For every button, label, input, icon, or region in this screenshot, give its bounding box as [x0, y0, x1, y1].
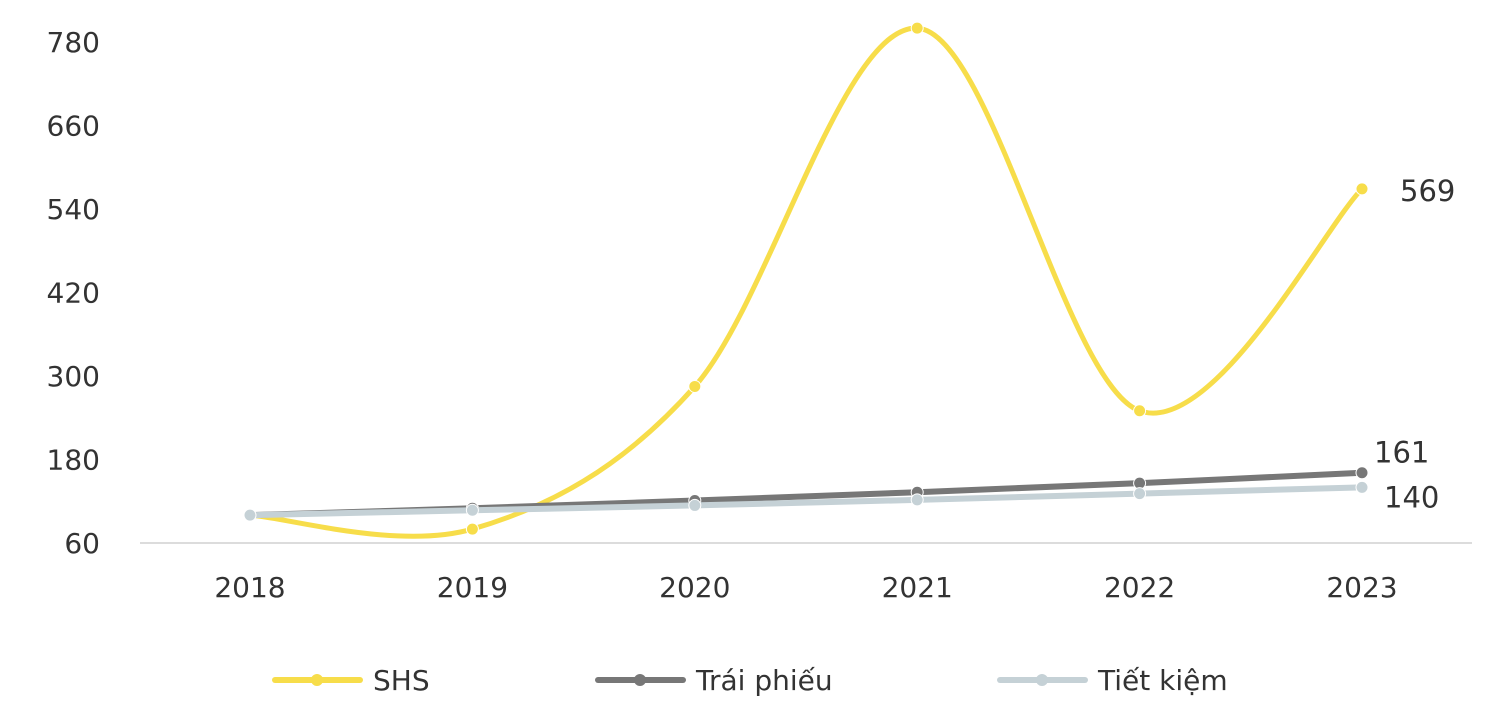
legend-marker-trai-phieu — [634, 674, 646, 686]
data-point-shs — [910, 21, 924, 35]
data-point-trai-phieu — [1355, 466, 1369, 480]
series-line-shs — [247, 25, 1365, 539]
data-point-shs — [688, 379, 702, 393]
x-tick-label: 2022 — [1104, 571, 1175, 604]
y-tick-label: 180 — [47, 444, 100, 477]
x-tick-label: 2021 — [882, 571, 953, 604]
data-point-tiet-kiem — [243, 508, 257, 522]
y-tick-label: 420 — [47, 277, 100, 310]
data-label-trai-phieu: 161 — [1374, 436, 1429, 470]
legend-label-shs: SHS — [373, 664, 430, 697]
y-tick-label: 780 — [47, 26, 100, 59]
y-tick-label: 300 — [47, 360, 100, 393]
plot-area — [243, 21, 1369, 539]
data-labels: 569 161 140 — [1374, 174, 1455, 514]
data-point-tiet-kiem — [910, 493, 924, 507]
data-point-shs — [1355, 182, 1369, 196]
series-line-tiet-kiem — [247, 484, 1365, 519]
y-axis: 60 180 300 420 540 660 780 — [47, 26, 100, 560]
data-point-tiet-kiem — [1355, 480, 1369, 494]
legend-item-shs: SHS — [272, 664, 430, 697]
legend: SHS Trái phiếu Tiết kiệm — [272, 664, 1228, 697]
data-point-tiet-kiem — [465, 503, 479, 517]
data-point-tiet-kiem — [1133, 487, 1147, 501]
legend-item-trai-phieu: Trái phiếu — [595, 664, 833, 697]
legend-marker-shs — [311, 674, 323, 686]
x-axis: 2018 2019 2020 2021 2022 2023 — [140, 542, 1472, 604]
y-tick-label: 540 — [47, 193, 100, 226]
data-point-tiet-kiem — [688, 498, 702, 512]
x-tick-label: 2023 — [1326, 571, 1397, 604]
x-tick-label: 2019 — [437, 571, 508, 604]
data-point-shs — [1133, 404, 1147, 418]
legend-label-trai-phieu: Trái phiếu — [695, 664, 833, 697]
y-tick-label: 60 — [64, 527, 100, 560]
legend-marker-tiet-kiem — [1036, 674, 1048, 686]
legend-label-tiet-kiem: Tiết kiệm — [1097, 664, 1228, 697]
y-tick-label: 660 — [47, 110, 100, 143]
data-label-shs: 569 — [1400, 174, 1455, 208]
x-tick-label: 2020 — [659, 571, 730, 604]
x-tick-label: 2018 — [214, 571, 285, 604]
data-label-tiet-kiem: 140 — [1384, 480, 1439, 514]
data-point-shs — [465, 522, 479, 536]
legend-item-tiet-kiem: Tiết kiệm — [997, 664, 1228, 697]
